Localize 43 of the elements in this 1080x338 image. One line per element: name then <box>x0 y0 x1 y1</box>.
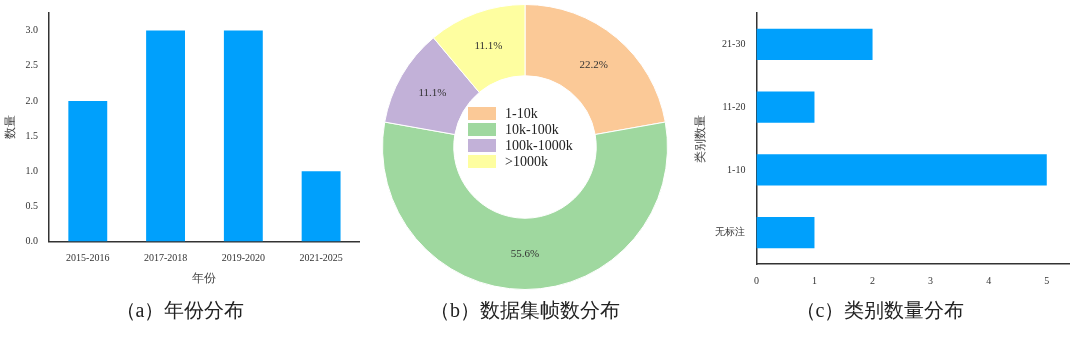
y-tick-label: 无标注 <box>715 226 746 238</box>
y-axis-title: 数量 <box>3 115 18 140</box>
y-tick-label: 2.5 <box>25 59 38 71</box>
text: （c）类别数量分布 <box>795 299 965 322</box>
data-label: 11.1% <box>418 86 447 99</box>
bar <box>756 154 1047 186</box>
legend-label: 1-10k <box>505 105 538 121</box>
text: （a）年份分布 <box>115 299 245 322</box>
x-tick-label: 2 <box>870 274 876 286</box>
y-tick-label: 3.0 <box>25 24 38 36</box>
bar <box>68 100 108 242</box>
x-tick-label: 2021-2025 <box>299 252 343 264</box>
legend-label: 100k-1000k <box>505 137 573 153</box>
legend-label: >1000k <box>505 153 548 169</box>
x-axis-title: 年份 <box>192 270 217 285</box>
y-tick-label: 11-20 <box>722 100 746 112</box>
bar <box>756 216 815 249</box>
bar <box>146 30 186 242</box>
x-tick-label: 2015-2016 <box>66 252 110 264</box>
y-tick-label: 1-10 <box>727 163 746 175</box>
y-axis-title: 类别数量 <box>693 114 708 163</box>
bar <box>756 91 815 123</box>
y-tick-label: 21-30 <box>722 38 746 49</box>
x-tick-label: 4 <box>986 274 992 286</box>
y-tick-label: 1.0 <box>25 164 38 176</box>
x-tick-label: 1 <box>811 274 817 286</box>
data-label: 55.6% <box>510 246 540 259</box>
x-tick-label: 3 <box>928 274 934 286</box>
y-tick-label: 1.5 <box>25 129 38 141</box>
text: （b）数据集帧数分布 <box>430 299 620 322</box>
x-tick-label: 2019-2020 <box>221 252 266 264</box>
y-tick-label: 2.0 <box>25 94 38 106</box>
x-tick-label: 5 <box>1044 274 1050 286</box>
legend-label: 10k-100k <box>505 121 559 137</box>
data-label: 11.1% <box>474 39 503 52</box>
x-tick-label: 0 <box>753 274 759 286</box>
bar <box>223 30 263 242</box>
bar <box>301 171 341 242</box>
y-tick-label: 0.5 <box>25 200 38 212</box>
y-tick-label: 0.0 <box>25 235 38 247</box>
data-label: 22.2% <box>579 57 608 70</box>
x-tick-label: 2017-2018 <box>143 252 188 264</box>
bar <box>756 28 873 61</box>
